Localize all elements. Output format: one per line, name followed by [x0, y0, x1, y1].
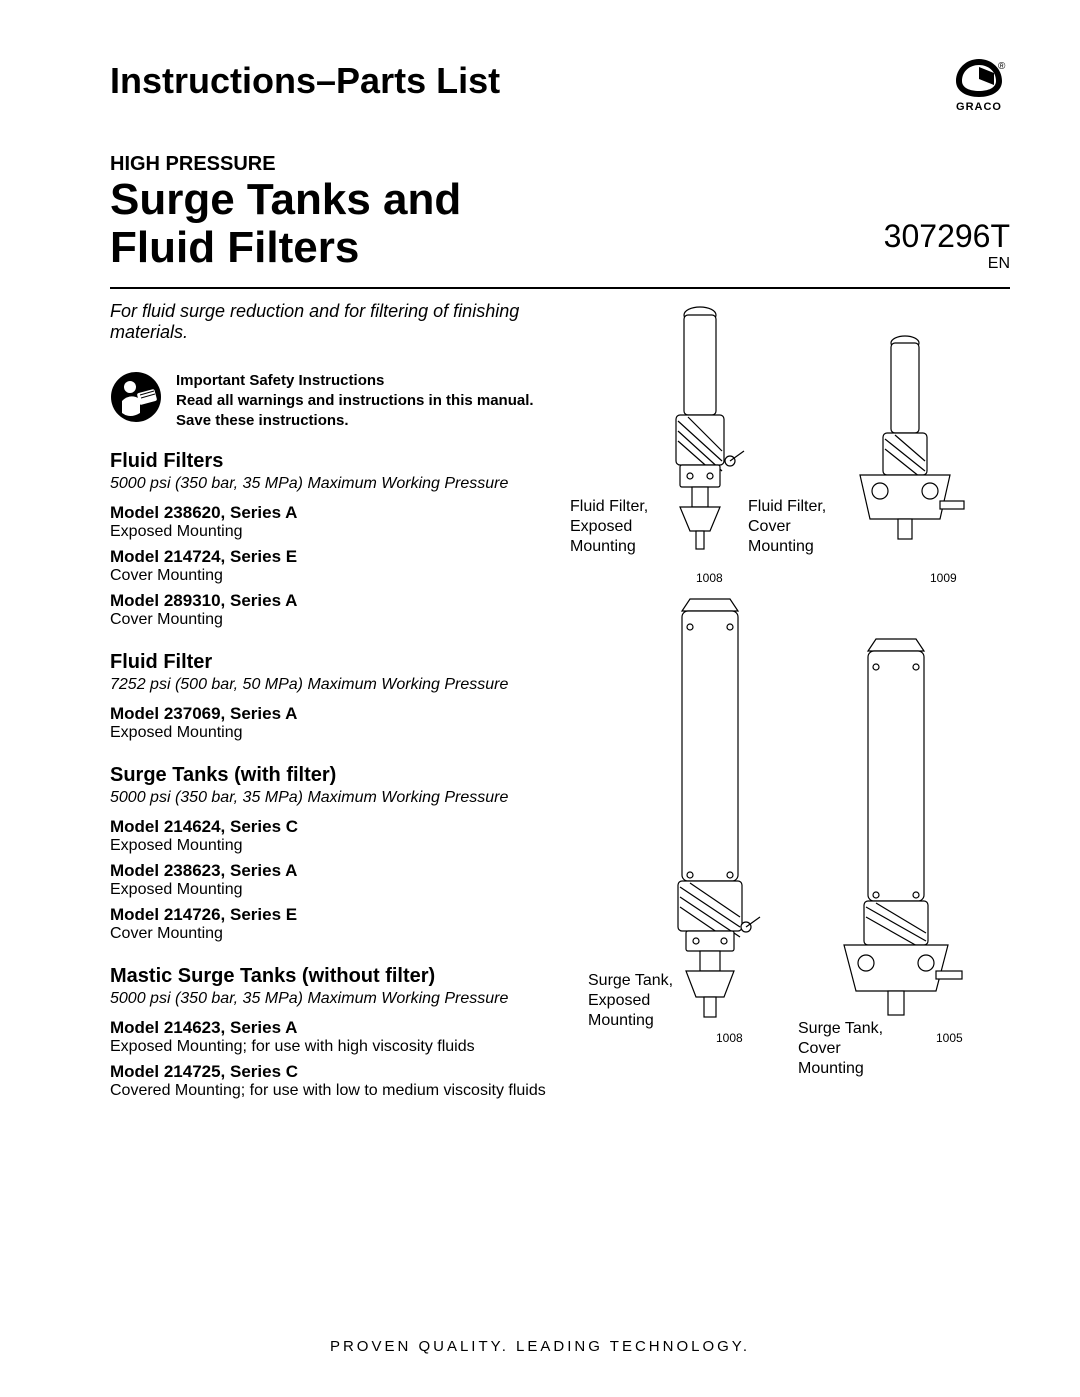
figure-ff-cover-label: Fluid Filter, Cover Mounting [748, 497, 826, 557]
model-desc: Exposed Mounting [110, 523, 570, 541]
safety-text: Important Safety Instructions Read all w… [176, 371, 534, 432]
content-row: For fluid surge reduction and for filter… [110, 301, 1010, 1102]
doc-lang: EN [884, 255, 1010, 273]
surge-tank-cover-icon [818, 631, 968, 1031]
fig-label: Surge Tank, [588, 971, 673, 991]
model-desc: Exposed Mounting [110, 724, 570, 742]
section-sub: 5000 psi (350 bar, 35 MPa) Maximum Worki… [110, 990, 570, 1008]
surge-tank-exposed-icon [620, 591, 780, 1031]
model-heading: Model 214725, Series C [110, 1062, 570, 1082]
fig-label: Fluid Filter, [748, 497, 826, 517]
fig-label: Mounting [798, 1059, 883, 1079]
figure-st-exposed [620, 591, 780, 1036]
title-block: HIGH PRESSURE Surge Tanks and Fluid Filt… [110, 153, 461, 273]
title-line1: Surge Tanks and [110, 176, 461, 224]
model-desc: Exposed Mounting; for use with high visc… [110, 1038, 570, 1056]
fig-label: Mounting [588, 1011, 673, 1031]
model-desc: Exposed Mounting [110, 837, 570, 855]
brand-name: GRACO [948, 101, 1010, 113]
title-line2: Fluid Filters [110, 224, 461, 272]
model-heading: Model 237069, Series A [110, 704, 570, 724]
figures-column: Fluid Filter, Exposed Mounting 1008 Flui… [570, 301, 1010, 1102]
footer-tagline: PROVEN QUALITY. LEADING TECHNOLOGY. [0, 1338, 1080, 1355]
graco-logo-icon: ® [948, 55, 1010, 99]
header-row: Instructions–Parts List ® GRACO [110, 60, 1010, 113]
model-heading: Model 289310, Series A [110, 591, 570, 611]
section-sub: 5000 psi (350 bar, 35 MPa) Maximum Worki… [110, 789, 570, 807]
svg-text:®: ® [998, 61, 1006, 72]
safety-icon [110, 371, 162, 428]
fig-label: Cover [748, 517, 826, 537]
section-heading: Mastic Surge Tanks (without filter) [110, 965, 570, 988]
model-heading: Model 214623, Series A [110, 1018, 570, 1038]
section-heading: Surge Tanks (with filter) [110, 764, 570, 787]
fig-label: Mounting [570, 537, 648, 557]
fig-label: Exposed [588, 991, 673, 1011]
model-desc: Cover Mounting [110, 611, 570, 629]
purpose-text: For fluid surge reduction and for filter… [110, 301, 570, 343]
fig-label: Mounting [748, 537, 826, 557]
model-heading: Model 238620, Series A [110, 503, 570, 523]
section-sub: 7252 psi (500 bar, 50 MPa) Maximum Worki… [110, 676, 570, 694]
section-sub: 5000 psi (350 bar, 35 MPa) Maximum Worki… [110, 475, 570, 493]
fig-label: Fluid Filter, [570, 497, 648, 517]
fig-num: 1009 [930, 571, 957, 585]
figure-st-exposed-label: Surge Tank, Exposed Mounting [588, 971, 673, 1031]
section-heading: Fluid Filter [110, 651, 570, 674]
fig-num: 1008 [716, 1031, 743, 1045]
model-desc: Exposed Mounting [110, 881, 570, 899]
doc-type: Instructions–Parts List [110, 60, 500, 102]
safety-line1: Important Safety Instructions [176, 371, 534, 391]
pretitle: HIGH PRESSURE [110, 153, 461, 176]
figure-st-cover [818, 631, 968, 1036]
safety-line3: Save these instructions. [176, 411, 534, 431]
model-desc: Cover Mounting [110, 925, 570, 943]
figure-st-cover-label: Surge Tank, Cover Mounting [798, 1019, 883, 1079]
fig-num: 1008 [696, 571, 723, 585]
doc-number-block: 307296T EN [884, 218, 1010, 273]
model-heading: Model 214724, Series E [110, 547, 570, 567]
model-desc: Covered Mounting; for use with low to me… [110, 1082, 570, 1100]
title-row: HIGH PRESSURE Surge Tanks and Fluid Filt… [110, 153, 1010, 273]
fig-label: Surge Tank, [798, 1019, 883, 1039]
model-heading: Model 214624, Series C [110, 817, 570, 837]
fig-label: Cover [798, 1039, 883, 1059]
title-rule [110, 287, 1010, 289]
model-heading: Model 214726, Series E [110, 905, 570, 925]
fluid-filter-cover-icon [820, 331, 970, 561]
model-heading: Model 238623, Series A [110, 861, 570, 881]
doc-number: 307296T [884, 218, 1010, 255]
safety-line2: Read all warnings and instructions in th… [176, 391, 534, 411]
figure-ff-cover [820, 331, 970, 566]
fig-num: 1005 [936, 1031, 963, 1045]
section-heading: Fluid Filters [110, 450, 570, 473]
model-desc: Cover Mounting [110, 567, 570, 585]
left-column: For fluid surge reduction and for filter… [110, 301, 570, 1102]
fig-label: Exposed [570, 517, 648, 537]
figure-ff-exposed-label: Fluid Filter, Exposed Mounting [570, 497, 648, 557]
brand-logo: ® GRACO [948, 55, 1010, 113]
safety-block: Important Safety Instructions Read all w… [110, 371, 570, 432]
